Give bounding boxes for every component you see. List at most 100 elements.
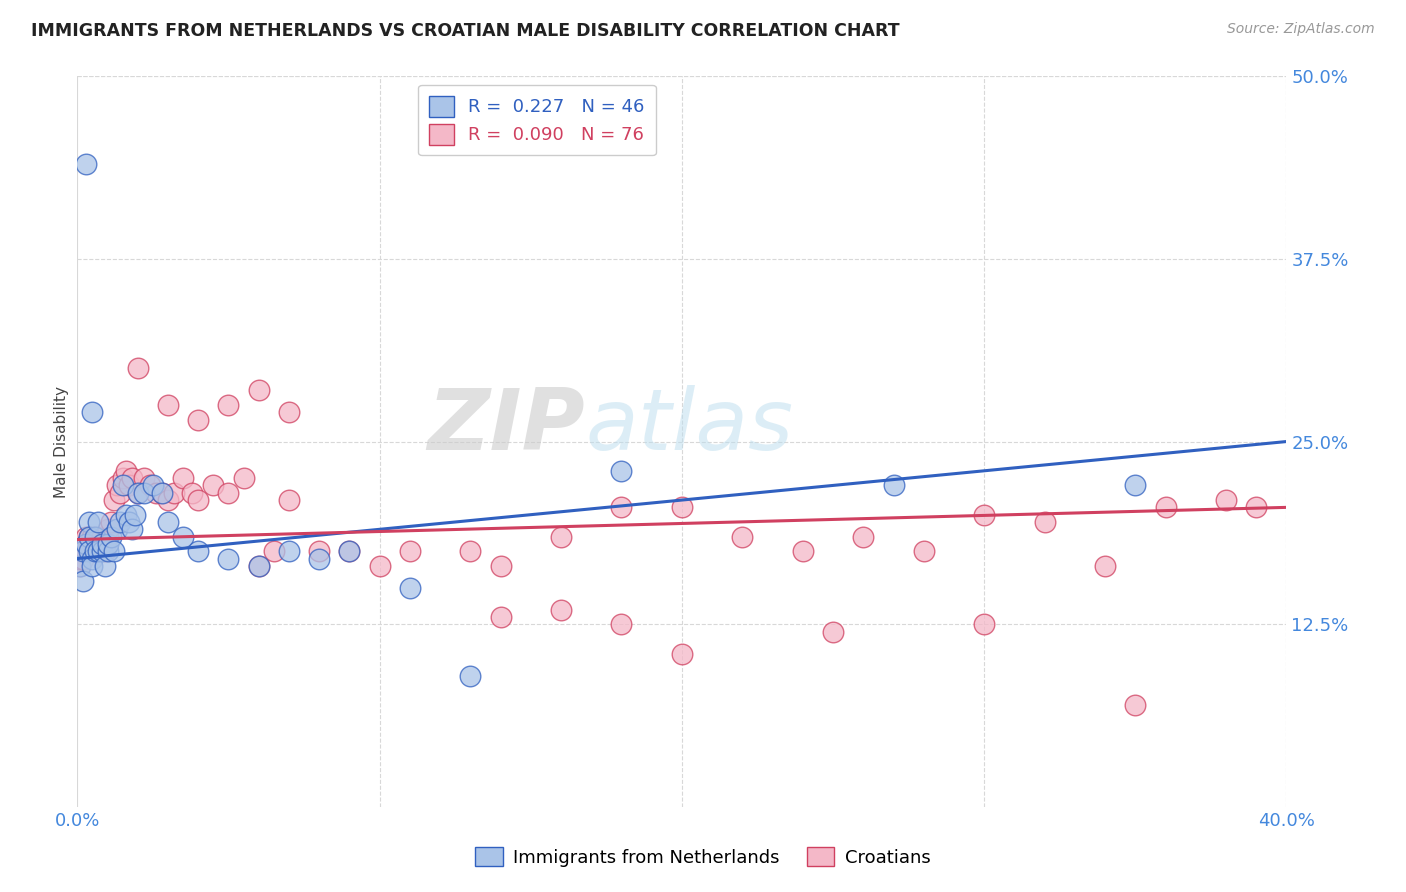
- Point: [821, 624, 844, 639]
- Point: [75, 156, 97, 170]
- Point: [90, 530, 112, 544]
- Text: IMMIGRANTS FROM NETHERLANDS VS CROATIAN MALE DISABILITY CORRELATION CHART: IMMIGRANTS FROM NETHERLANDS VS CROATIAN …: [31, 22, 900, 40]
- Point: [232, 471, 254, 485]
- Point: [121, 522, 143, 536]
- Point: [72, 544, 94, 558]
- Point: [218, 485, 240, 500]
- Point: [132, 485, 155, 500]
- Point: [247, 558, 270, 573]
- Point: [973, 617, 995, 632]
- Point: [1215, 493, 1237, 508]
- Point: [337, 544, 360, 558]
- Point: [87, 544, 110, 558]
- Point: [72, 544, 94, 558]
- Point: [247, 558, 270, 573]
- Legend: Immigrants from Netherlands, Croatians: Immigrants from Netherlands, Croatians: [468, 840, 938, 874]
- Point: [139, 478, 162, 492]
- Text: atlas: atlas: [585, 385, 793, 468]
- Point: [157, 398, 180, 412]
- Point: [458, 544, 481, 558]
- Point: [550, 530, 572, 544]
- Point: [111, 478, 134, 492]
- Point: [87, 515, 110, 529]
- Point: [308, 544, 330, 558]
- Point: [610, 500, 633, 515]
- Point: [111, 471, 134, 485]
- Point: [610, 617, 633, 632]
- Point: [121, 471, 143, 485]
- Point: [75, 537, 97, 551]
- Point: [671, 500, 693, 515]
- Point: [172, 471, 194, 485]
- Point: [75, 544, 97, 558]
- Point: [93, 544, 115, 558]
- Point: [87, 544, 110, 558]
- Point: [489, 610, 512, 624]
- Point: [114, 464, 136, 478]
- Point: [263, 544, 285, 558]
- Point: [187, 412, 209, 426]
- Point: [82, 551, 104, 566]
- Point: [103, 544, 125, 558]
- Point: [79, 544, 101, 558]
- Point: [150, 485, 173, 500]
- Point: [610, 464, 633, 478]
- Point: [118, 515, 141, 529]
- Point: [792, 544, 814, 558]
- Point: [127, 485, 149, 500]
- Point: [671, 647, 693, 661]
- Point: [172, 530, 194, 544]
- Legend: R =  0.227   N = 46, R =  0.090   N = 76: R = 0.227 N = 46, R = 0.090 N = 76: [418, 85, 655, 155]
- Point: [1033, 515, 1056, 529]
- Point: [1094, 558, 1116, 573]
- Point: [96, 530, 118, 544]
- Y-axis label: Male Disability: Male Disability: [53, 385, 69, 498]
- Point: [883, 478, 905, 492]
- Text: Source: ZipAtlas.com: Source: ZipAtlas.com: [1227, 22, 1375, 37]
- Point: [79, 530, 101, 544]
- Point: [69, 558, 91, 573]
- Point: [247, 384, 270, 398]
- Point: [93, 558, 115, 573]
- Point: [96, 522, 118, 536]
- Point: [82, 405, 104, 419]
- Point: [72, 551, 94, 566]
- Point: [90, 537, 112, 551]
- Point: [157, 515, 180, 529]
- Point: [84, 530, 107, 544]
- Point: [72, 574, 94, 588]
- Point: [550, 603, 572, 617]
- Point: [852, 530, 875, 544]
- Point: [1123, 698, 1146, 712]
- Point: [142, 478, 165, 492]
- Point: [90, 537, 112, 551]
- Point: [90, 544, 112, 558]
- Text: ZIP: ZIP: [427, 385, 585, 468]
- Point: [82, 558, 104, 573]
- Point: [87, 537, 110, 551]
- Point: [181, 485, 204, 500]
- Point: [105, 478, 128, 492]
- Point: [124, 508, 146, 522]
- Point: [150, 485, 173, 500]
- Point: [84, 530, 107, 544]
- Point: [96, 544, 118, 558]
- Point: [114, 508, 136, 522]
- Point: [202, 478, 225, 492]
- Point: [69, 558, 91, 573]
- Point: [337, 544, 360, 558]
- Point: [75, 530, 97, 544]
- Point: [127, 361, 149, 376]
- Point: [399, 581, 422, 595]
- Point: [973, 508, 995, 522]
- Point: [103, 493, 125, 508]
- Point: [84, 544, 107, 558]
- Point: [1246, 500, 1268, 515]
- Point: [308, 551, 330, 566]
- Point: [1123, 478, 1146, 492]
- Point: [84, 544, 107, 558]
- Point: [69, 551, 91, 566]
- Point: [82, 530, 104, 544]
- Point: [145, 485, 167, 500]
- Point: [105, 522, 128, 536]
